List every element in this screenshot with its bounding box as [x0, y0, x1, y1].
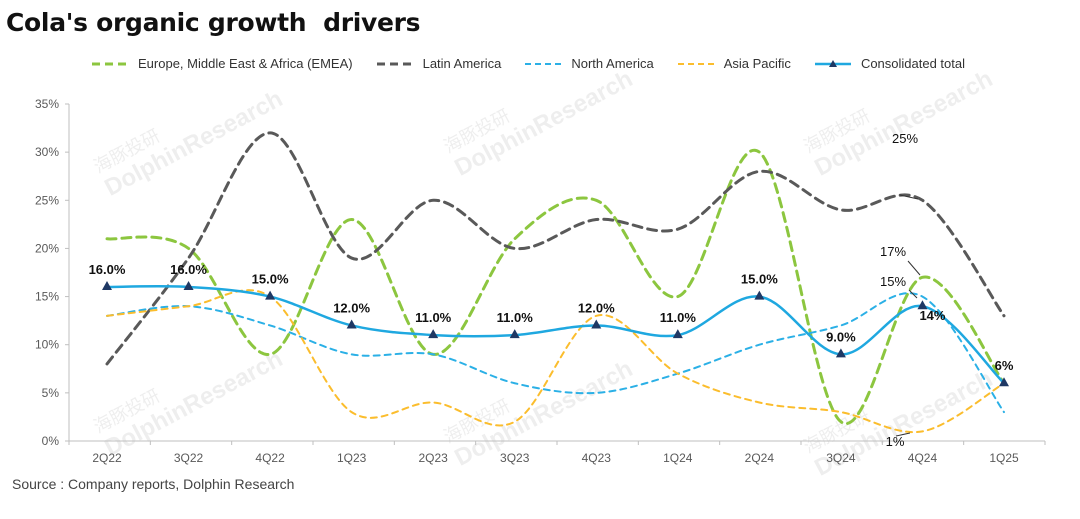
legend-item-latin-america: Latin America — [375, 56, 502, 71]
chart-legend: Europe, Middle East & Africa (EMEA) Lati… — [90, 56, 965, 71]
y-tick-label: 10% — [35, 338, 59, 352]
x-tick-label: 4Q23 — [582, 451, 612, 465]
data-label: 15.0% — [741, 272, 778, 287]
x-tick-label: 4Q22 — [255, 451, 285, 465]
data-label: 15.0% — [252, 272, 289, 287]
annotation-label: 25% — [892, 131, 918, 146]
x-tick-label: 2Q24 — [745, 451, 775, 465]
legend-label-north-america: North America — [571, 56, 654, 71]
data-label: 11.0% — [415, 310, 452, 325]
legend-label-latin-america: Latin America — [422, 56, 502, 71]
annotation-leader — [899, 194, 919, 200]
legend-swatch-emea — [92, 62, 128, 65]
x-tick-label: 1Q24 — [663, 451, 693, 465]
data-point-marker — [102, 280, 112, 290]
data-label: 16.0% — [170, 262, 207, 277]
legend-swatch-latin-america — [376, 62, 413, 65]
x-tick-label: 2Q23 — [419, 451, 449, 465]
annotation-leader — [908, 289, 918, 299]
y-tick-label: 35% — [35, 97, 59, 111]
data-point-marker — [917, 300, 928, 310]
data-label: 14% — [919, 308, 945, 323]
annotation-leader — [895, 432, 911, 437]
source-note: Source : Company reports, Dolphin Resear… — [12, 476, 295, 492]
legend-item-consolidated-total: Consolidated total — [813, 56, 965, 71]
data-label: 6% — [995, 358, 1014, 373]
annotation-label: 17% — [880, 244, 906, 259]
data-label: 9.0% — [826, 329, 856, 344]
x-tick-label: 2Q22 — [92, 451, 122, 465]
y-tick-label: 15% — [35, 290, 59, 304]
x-tick-label: 3Q22 — [174, 451, 204, 465]
data-point-marker — [754, 290, 765, 300]
legend-swatch-asia-pacific — [677, 62, 714, 65]
data-label: 12.0% — [333, 300, 370, 315]
annotation-label: 1% — [886, 434, 905, 449]
x-tick-label: 3Q24 — [826, 451, 856, 465]
annotation-leader — [907, 260, 921, 276]
data-label: 11.0% — [497, 310, 534, 325]
data-label: 16.0% — [89, 262, 126, 277]
x-tick-label: 1Q25 — [989, 451, 1019, 465]
legend-swatch-north-america — [525, 62, 562, 65]
x-tick-label: 4Q24 — [908, 451, 938, 465]
data-point-marker — [672, 329, 683, 339]
legend-label-emea: Europe, Middle East & Africa (EMEA) — [138, 56, 353, 71]
series-line-latin-america — [105, 131, 1006, 366]
x-tick-label: 1Q23 — [337, 451, 367, 465]
data-point-marker — [265, 290, 276, 300]
annotation-label: 15% — [880, 274, 906, 289]
data-label: 12.0% — [578, 300, 615, 315]
y-tick-label: 25% — [35, 193, 59, 207]
y-tick-label: 5% — [42, 386, 60, 400]
legend-item-emea: Europe, Middle East & Africa (EMEA) — [90, 56, 353, 71]
data-point-marker — [835, 348, 846, 358]
data-point-marker — [509, 329, 520, 339]
data-point-marker — [346, 319, 357, 329]
chart-title: Cola's organic growth drivers — [6, 8, 421, 37]
data-label: 11.0% — [660, 310, 697, 325]
series-line-north-america — [106, 292, 1005, 414]
legend-label-consolidated-total: Consolidated total — [860, 56, 966, 71]
legend-swatch-consolidated-total — [814, 59, 851, 67]
legend-item-north-america: North America — [523, 56, 654, 71]
data-point-marker — [999, 377, 1009, 387]
y-tick-label: 30% — [35, 145, 59, 159]
y-tick-label: 20% — [35, 241, 59, 255]
x-tick-label: 3Q23 — [500, 451, 530, 465]
data-point-marker — [591, 319, 602, 329]
data-point-marker — [183, 280, 194, 290]
legend-item-asia-pacific: Asia Pacific — [676, 56, 791, 71]
y-tick-label: 0% — [42, 434, 60, 448]
series-line-europe-middle-east-africa-emea — [105, 148, 1006, 426]
legend-label-asia-pacific: Asia Pacific — [723, 56, 791, 71]
data-point-marker — [428, 329, 439, 339]
